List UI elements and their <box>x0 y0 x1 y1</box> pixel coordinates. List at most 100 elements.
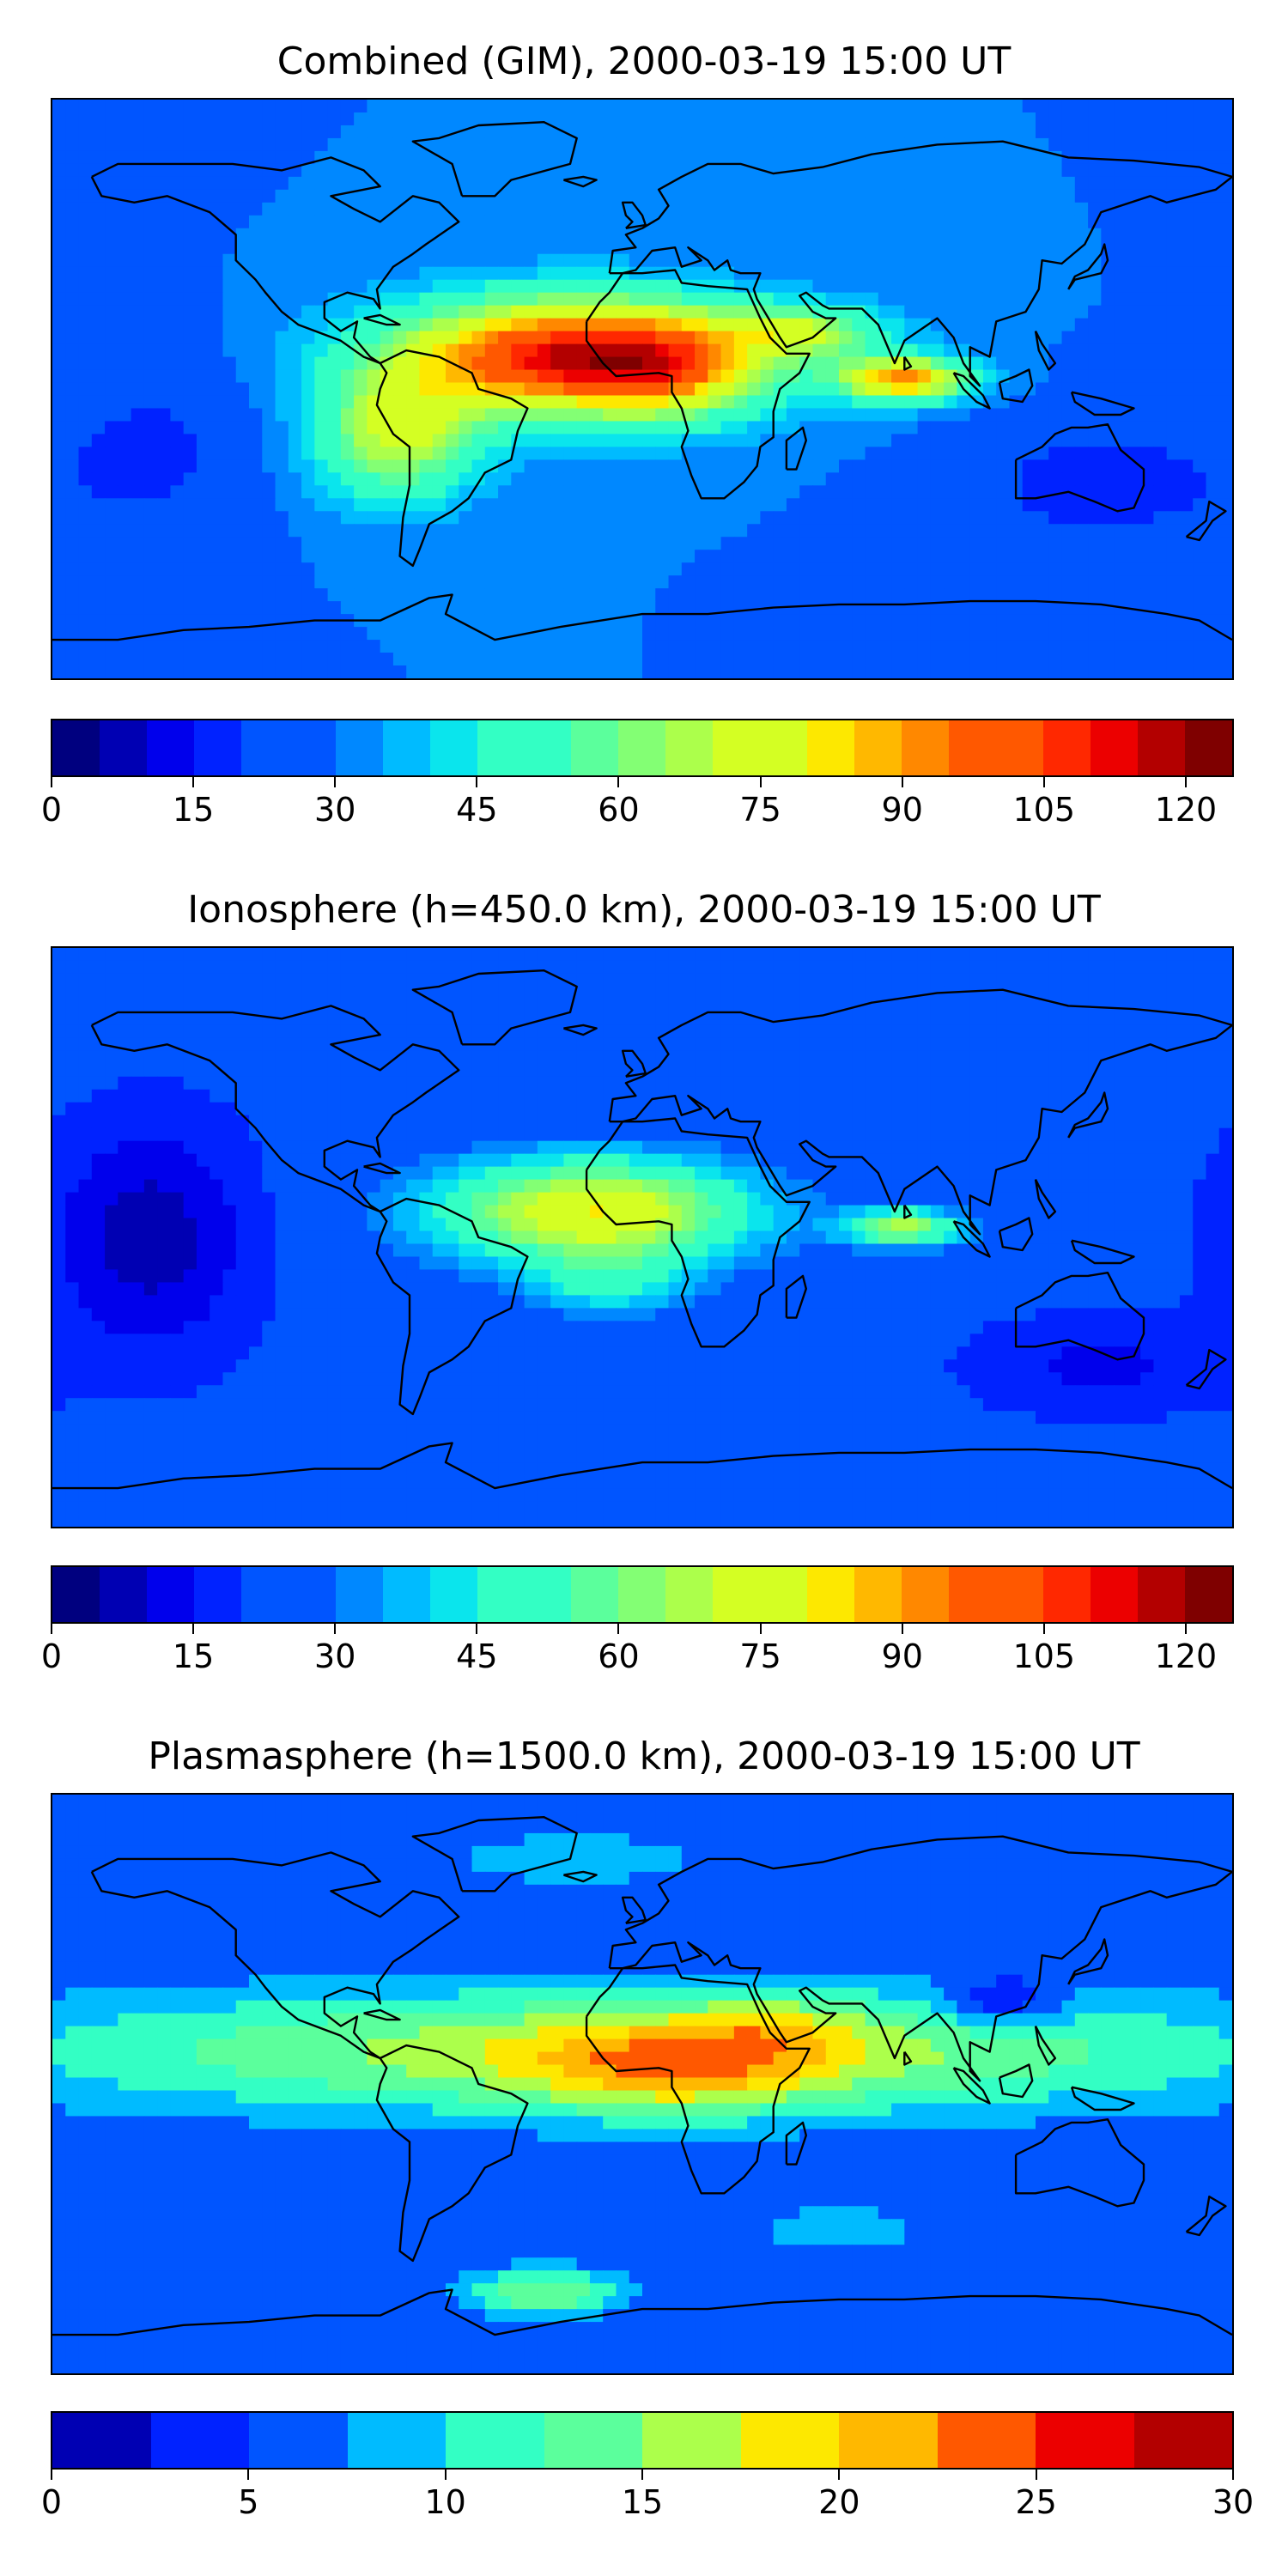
field-cell <box>249 498 263 512</box>
colorbar-segment <box>429 720 477 775</box>
field-cell <box>105 369 118 384</box>
field-cell <box>511 459 526 473</box>
field-cell <box>262 318 276 332</box>
field-cell <box>301 999 315 1013</box>
field-cell <box>392 459 407 473</box>
field-cell <box>459 434 473 447</box>
field-cell <box>891 421 905 435</box>
field-cell <box>1074 176 1089 191</box>
field-cell <box>720 653 735 666</box>
field-cell <box>799 266 814 281</box>
field-cell <box>668 986 683 1000</box>
field-cell <box>799 150 814 165</box>
field-cell <box>524 1037 538 1052</box>
field-cell <box>392 112 407 126</box>
field-cell <box>340 1050 355 1065</box>
field-cell <box>930 369 945 384</box>
field-cell <box>235 163 250 178</box>
field-cell <box>327 125 342 139</box>
field-cell <box>1166 125 1181 139</box>
field-cell <box>917 343 932 358</box>
field-cell <box>930 575 945 589</box>
field-cell <box>616 189 630 204</box>
field-cell <box>91 279 106 294</box>
field-cell <box>982 150 997 165</box>
field-cell <box>380 1024 394 1039</box>
field-cell <box>288 125 302 139</box>
field-cell <box>249 382 263 397</box>
field-cell <box>511 550 526 563</box>
field-cell <box>865 524 879 538</box>
field-cell <box>563 279 578 294</box>
field-cell <box>235 100 250 113</box>
field-cell <box>708 948 722 962</box>
field-cell <box>1153 665 1168 678</box>
field-cell <box>65 601 80 615</box>
field-cell <box>576 1012 591 1026</box>
field-cell <box>1088 1012 1102 1026</box>
field-cell <box>367 588 381 602</box>
field-cell <box>65 369 80 384</box>
field-cell <box>1036 472 1049 486</box>
field-cell <box>799 240 814 255</box>
field-cell <box>616 1024 630 1039</box>
field-cell <box>1009 421 1024 435</box>
field-cell <box>340 588 355 602</box>
field-cell <box>616 524 630 538</box>
field-cell <box>1127 986 1141 1000</box>
field-cell <box>65 279 80 294</box>
field-cell <box>655 240 670 255</box>
field-cell <box>733 112 748 126</box>
field-cell <box>825 125 840 139</box>
field-cell <box>629 318 643 332</box>
field-cell <box>695 511 708 525</box>
field-cell <box>498 100 512 113</box>
field-cell <box>406 356 421 371</box>
field-cell <box>576 1037 591 1052</box>
field-cell <box>799 973 814 987</box>
field-cell <box>511 447 526 460</box>
field-cell <box>1088 614 1102 628</box>
field-cell <box>471 240 486 255</box>
field-cell <box>196 125 210 139</box>
field-cell <box>1048 228 1063 242</box>
field-cell <box>708 163 722 178</box>
field-cell <box>52 973 66 987</box>
field-cell <box>1179 627 1194 641</box>
field-cell <box>235 498 250 512</box>
field-cell <box>1088 588 1102 602</box>
field-cell <box>157 588 171 602</box>
field-cell <box>1218 343 1232 358</box>
field-cell <box>550 562 564 576</box>
field-cell <box>550 1050 564 1065</box>
field-cell <box>380 575 394 589</box>
colorbar-tick <box>1184 777 1187 787</box>
field-cell <box>314 485 329 499</box>
field-cell <box>1127 176 1141 191</box>
field-cell <box>930 176 945 191</box>
field-cell <box>446 653 459 666</box>
field-cell <box>1153 395 1168 410</box>
field-cell <box>314 215 329 229</box>
field-cell <box>537 524 551 538</box>
field-cell <box>157 279 171 294</box>
field-cell <box>969 511 984 525</box>
field-cell <box>957 331 971 345</box>
field-cell <box>105 421 118 435</box>
field-cell <box>222 986 237 1000</box>
field-cell <box>183 640 197 653</box>
coastline-europe-asia <box>608 140 1232 387</box>
field-cell <box>275 665 289 678</box>
field-cell <box>235 999 250 1013</box>
field-cell <box>629 653 643 666</box>
field-cell <box>524 100 538 113</box>
field-cell <box>1179 562 1194 576</box>
field-cell <box>340 1012 355 1026</box>
field-cell <box>262 163 276 178</box>
field-cell <box>1048 100 1063 113</box>
field-cell <box>275 485 289 499</box>
field-cell <box>432 421 447 435</box>
field-cell <box>65 343 80 358</box>
field-cell <box>733 279 748 294</box>
field-cell <box>537 653 551 666</box>
